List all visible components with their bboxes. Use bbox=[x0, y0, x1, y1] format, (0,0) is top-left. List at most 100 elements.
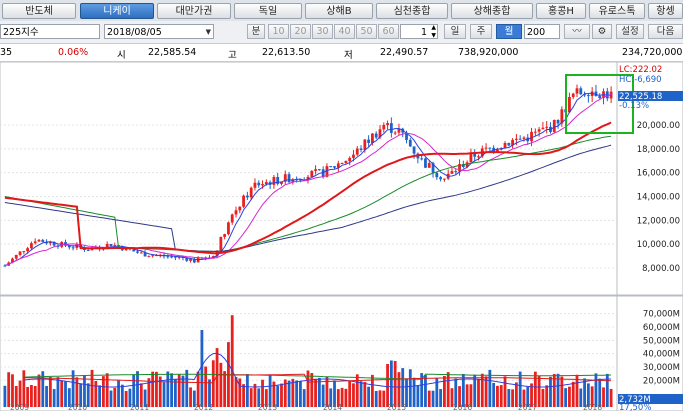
candle-body[interactable] bbox=[113, 245, 117, 247]
candle-body[interactable] bbox=[306, 176, 310, 181]
volume-bar[interactable] bbox=[37, 374, 41, 407]
candle-body[interactable] bbox=[329, 166, 333, 168]
candle-body[interactable] bbox=[71, 247, 75, 249]
candle-body[interactable] bbox=[30, 243, 33, 249]
candle-body[interactable] bbox=[469, 153, 473, 163]
candle-body[interactable] bbox=[185, 258, 189, 261]
candle-body[interactable] bbox=[382, 125, 386, 130]
candle-body[interactable] bbox=[344, 161, 348, 163]
volume-bar[interactable] bbox=[253, 383, 257, 407]
volume-bar[interactable] bbox=[22, 370, 26, 407]
month-period-button[interactable]: 월 bbox=[496, 24, 522, 39]
volume-bar[interactable] bbox=[261, 379, 264, 407]
volume-bar[interactable] bbox=[378, 390, 382, 407]
volume-bar[interactable] bbox=[238, 378, 242, 407]
candle-body[interactable] bbox=[503, 143, 507, 149]
volume-bar[interactable] bbox=[189, 387, 192, 407]
volume-bar[interactable] bbox=[192, 390, 196, 407]
candle-body[interactable] bbox=[348, 157, 352, 162]
volume-bar[interactable] bbox=[568, 386, 571, 407]
volume-bar[interactable] bbox=[446, 372, 450, 407]
settings-button[interactable]: 설정 bbox=[616, 24, 644, 39]
volume-bar[interactable] bbox=[291, 378, 295, 407]
volume-bar[interactable] bbox=[280, 383, 283, 407]
volume-bar[interactable] bbox=[249, 388, 253, 407]
candle-body[interactable] bbox=[552, 120, 556, 132]
candle-body[interactable] bbox=[336, 163, 340, 168]
volume-bar[interactable] bbox=[234, 377, 238, 407]
candle-body[interactable] bbox=[378, 129, 382, 138]
volume-bar[interactable] bbox=[52, 389, 56, 407]
volume-bar[interactable] bbox=[83, 375, 86, 407]
candle-body[interactable] bbox=[484, 147, 488, 149]
candle-body[interactable] bbox=[219, 236, 223, 251]
tab-3[interactable]: 독일 bbox=[234, 3, 302, 19]
tab-4[interactable]: 상해B bbox=[305, 3, 373, 19]
volume-bar[interactable] bbox=[18, 380, 22, 407]
volume-bar[interactable] bbox=[155, 371, 158, 407]
volume-bar[interactable] bbox=[109, 390, 113, 407]
minute-stepper[interactable]: 1 ▲ ▼ bbox=[400, 24, 438, 39]
volume-bar[interactable] bbox=[71, 370, 75, 407]
next-button[interactable]: 다음 bbox=[648, 24, 683, 39]
volume-bar[interactable] bbox=[374, 390, 378, 407]
candle-body[interactable] bbox=[177, 256, 181, 258]
volume-bar[interactable] bbox=[295, 380, 299, 407]
volume-bar[interactable] bbox=[14, 385, 18, 407]
volume-bar[interactable] bbox=[310, 373, 314, 407]
volume-bar[interactable] bbox=[541, 388, 545, 407]
candle-body[interactable] bbox=[230, 214, 234, 223]
volume-bar[interactable] bbox=[496, 385, 499, 407]
volume-bar[interactable] bbox=[219, 362, 223, 407]
volume-bar[interactable] bbox=[590, 386, 594, 407]
volume-bar[interactable] bbox=[465, 384, 469, 407]
candle-body[interactable] bbox=[325, 166, 329, 177]
candle-body[interactable] bbox=[227, 222, 230, 235]
volume-bar[interactable] bbox=[477, 379, 480, 407]
volume-bar[interactable] bbox=[367, 386, 371, 407]
candle-body[interactable] bbox=[352, 154, 355, 158]
candle-body[interactable] bbox=[530, 131, 533, 142]
volume-bar[interactable] bbox=[41, 371, 45, 407]
tab-5[interactable]: 심천종합 bbox=[376, 3, 448, 19]
volume-bar[interactable] bbox=[405, 378, 408, 407]
candle-body[interactable] bbox=[234, 210, 238, 215]
candle-body[interactable] bbox=[189, 258, 192, 261]
volume-bar[interactable] bbox=[424, 375, 427, 407]
candle-body[interactable] bbox=[52, 241, 56, 246]
volume-bar[interactable] bbox=[90, 369, 94, 407]
volume-bar[interactable] bbox=[242, 384, 245, 407]
price-chart[interactable]: 20,000.00 18,000.00 16,000.00 14,000.00 12,0… bbox=[0, 62, 683, 411]
volume-bar[interactable] bbox=[386, 363, 389, 407]
tab-1[interactable]: 니케이 bbox=[80, 3, 154, 19]
candle-body[interactable] bbox=[22, 251, 26, 253]
candle-body[interactable] bbox=[439, 177, 443, 180]
volume-bar[interactable] bbox=[359, 381, 363, 407]
volume-bar[interactable] bbox=[389, 360, 393, 407]
candle-body[interactable] bbox=[355, 148, 359, 155]
volume-bar[interactable] bbox=[3, 385, 7, 407]
candle-body[interactable] bbox=[280, 181, 283, 184]
volume-bar[interactable] bbox=[416, 385, 420, 407]
candle-body[interactable] bbox=[363, 139, 367, 150]
volume-bar[interactable] bbox=[598, 378, 602, 407]
candle-body[interactable] bbox=[556, 120, 560, 124]
volume-bar[interactable] bbox=[575, 374, 579, 407]
volume-bar[interactable] bbox=[325, 376, 329, 407]
candle-body[interactable] bbox=[3, 265, 7, 267]
volume-bar[interactable] bbox=[30, 385, 33, 407]
candle-body[interactable] bbox=[583, 94, 586, 96]
candle-body[interactable] bbox=[192, 258, 196, 263]
volume-bar[interactable] bbox=[143, 389, 147, 407]
volume-bar[interactable] bbox=[230, 315, 234, 407]
volume-bar[interactable] bbox=[480, 373, 484, 407]
candle-body[interactable] bbox=[253, 182, 257, 188]
volume-bar[interactable] bbox=[469, 384, 473, 407]
candle-body[interactable] bbox=[132, 249, 136, 252]
volume-bar[interactable] bbox=[344, 388, 348, 407]
volume-bar[interactable] bbox=[139, 383, 143, 407]
volume-bar[interactable] bbox=[427, 390, 431, 407]
volume-bar[interactable] bbox=[200, 330, 204, 407]
volume-bar[interactable] bbox=[223, 371, 227, 407]
volume-bar[interactable] bbox=[314, 378, 317, 407]
